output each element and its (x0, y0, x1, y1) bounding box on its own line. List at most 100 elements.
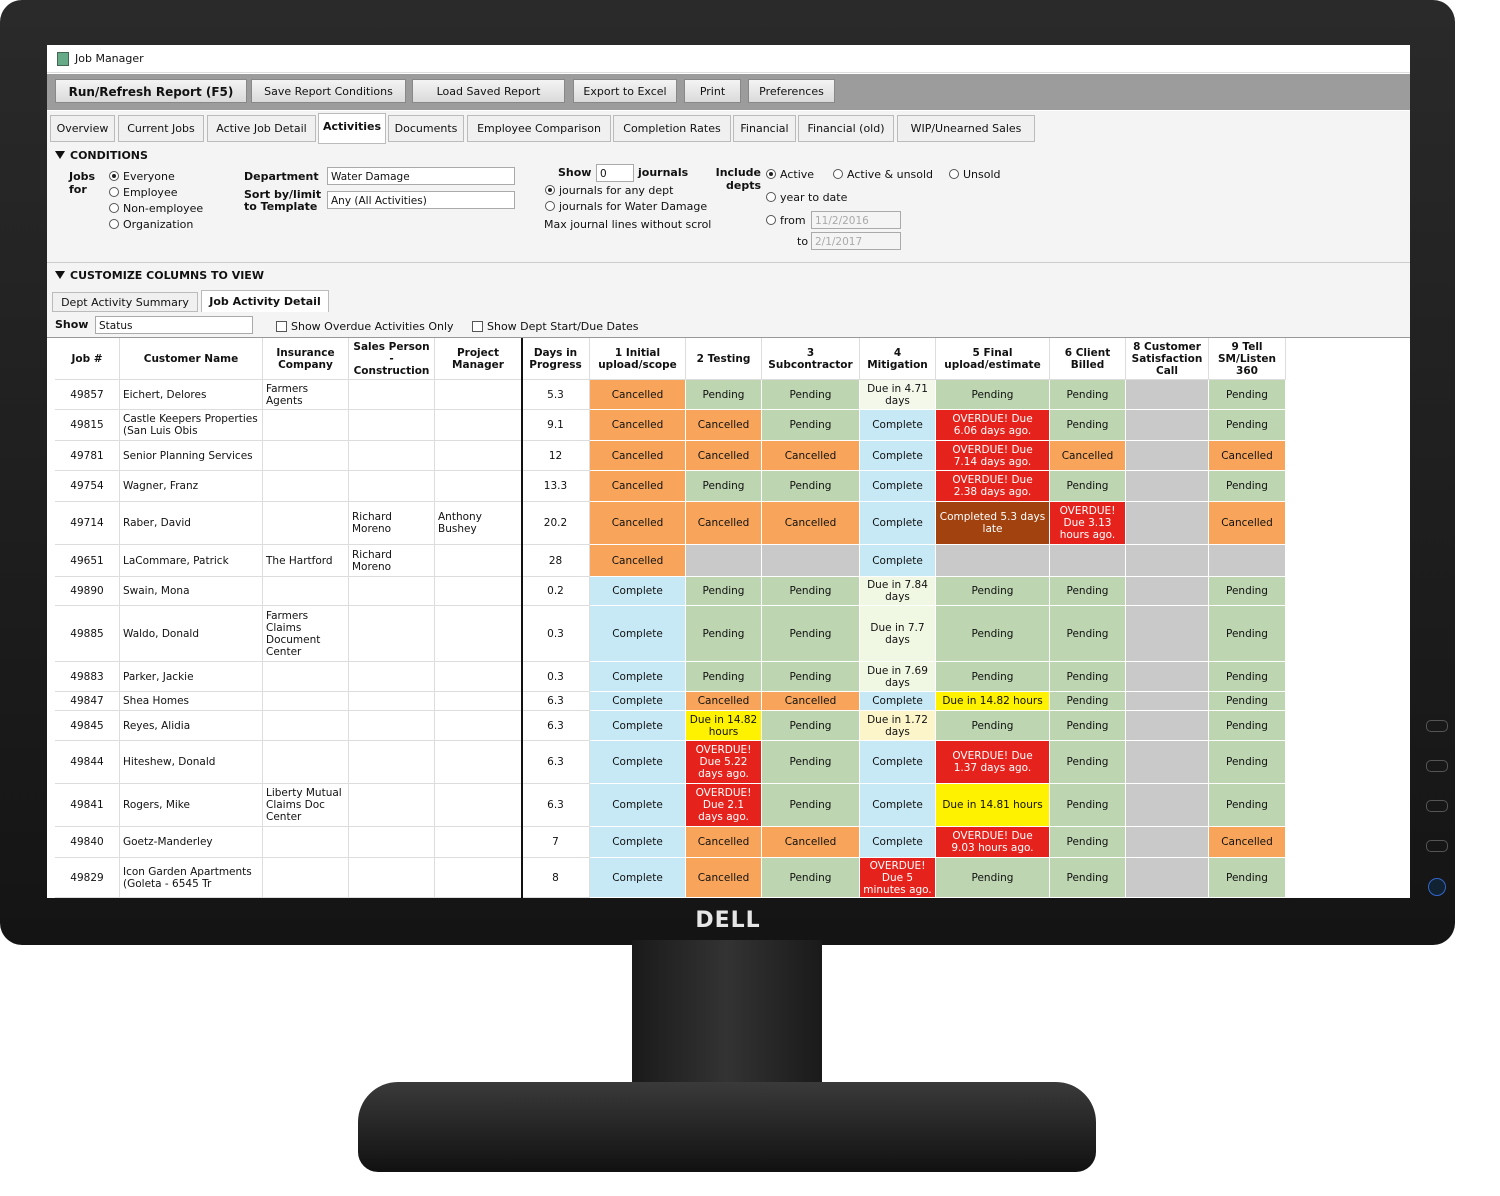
status-cell: Due in 4.71 days (860, 380, 936, 410)
dropdown[interactable]: Status (95, 316, 253, 334)
status-cell: OVERDUE! Due 2.38 days ago. (936, 471, 1050, 502)
status-cell: Pending (1209, 662, 1286, 692)
radio[interactable] (545, 185, 555, 195)
status-cell: OVERDUE! Due 2.1 days ago. (686, 784, 762, 827)
table-cell: 49847 (55, 692, 120, 711)
radio[interactable] (109, 171, 119, 181)
status-cell: OVERDUE! Due 6.06 days ago. (936, 410, 1050, 441)
column-header: Days in Progress (522, 338, 590, 380)
status-cell: Cancelled (590, 545, 686, 577)
status-cell: Pending (686, 380, 762, 410)
table-cell: 28 (522, 545, 590, 577)
toolbar-button[interactable]: Print (684, 79, 741, 103)
table-cell: Farmers Agents (263, 380, 349, 410)
status-cell (936, 545, 1050, 577)
table-cell: 13.3 (522, 471, 590, 502)
date-input[interactable]: 2/1/2017 (811, 232, 901, 250)
label: Max journal lines without scrol (544, 218, 712, 231)
status-cell: Cancelled (686, 692, 762, 711)
radio[interactable] (109, 187, 119, 197)
table-cell (435, 827, 522, 858)
spin-box[interactable]: 0 (596, 164, 634, 182)
radio[interactable] (766, 169, 776, 179)
checkbox[interactable] (276, 321, 287, 332)
label: Include depts (715, 166, 761, 192)
radio[interactable] (766, 215, 776, 225)
tab[interactable]: Financial (733, 115, 796, 142)
toolbar-button[interactable]: Run/Refresh Report (F5) (55, 79, 247, 103)
subtab[interactable]: Dept Activity Summary (52, 292, 198, 312)
table-cell: Raber, David (120, 502, 263, 545)
toolbar-button[interactable]: Load Saved Report (412, 79, 565, 103)
status-cell: Pending (762, 711, 860, 741)
dropdown[interactable]: Any (All Activities) (327, 191, 515, 209)
status-cell: Pending (1209, 741, 1286, 784)
tab[interactable]: WIP/Unearned Sales (897, 115, 1035, 142)
checkbox[interactable] (472, 321, 483, 332)
column-header: Sales Person - Construction (349, 338, 435, 380)
date-input[interactable]: 11/2/2016 (811, 211, 901, 229)
status-cell: Pending (762, 606, 860, 662)
radio-label: journals for any dept (559, 184, 674, 197)
monitor-base (358, 1082, 1096, 1172)
tab[interactable]: Financial (old) (798, 115, 894, 142)
label: to (797, 235, 809, 248)
table-cell: Wagner, Franz (120, 471, 263, 502)
status-cell: Complete (860, 692, 936, 711)
status-cell (1126, 784, 1209, 827)
radio[interactable] (833, 169, 843, 179)
status-cell: Completed 5.3 days late (936, 502, 1050, 545)
table-cell: Liberty Mutual Claims Doc Center (263, 784, 349, 827)
status-cell: Complete (590, 827, 686, 858)
label: Show (55, 318, 89, 331)
table-cell: 7 (522, 827, 590, 858)
hardware-button (1426, 760, 1448, 772)
tab[interactable]: Employee Comparison (467, 115, 611, 142)
table-cell (263, 577, 349, 606)
radio[interactable] (545, 201, 555, 211)
table-cell: LaCommare, Patrick (120, 545, 263, 577)
toolbar-button[interactable]: Export to Excel (573, 79, 677, 103)
divider (47, 337, 1410, 338)
table-cell: Hiteshew, Donald (120, 741, 263, 784)
collapse-arrow[interactable] (55, 271, 65, 279)
tab[interactable]: Completion Rates (613, 115, 731, 142)
table-cell (263, 441, 349, 471)
status-cell: Complete (590, 606, 686, 662)
table-cell: 49857 (55, 380, 120, 410)
status-cell: Pending (1209, 784, 1286, 827)
status-cell (1050, 545, 1126, 577)
status-cell (1126, 441, 1209, 471)
radio[interactable] (109, 219, 119, 229)
subtab-active[interactable]: Job Activity Detail (201, 290, 329, 312)
tab[interactable]: Current Jobs (118, 115, 204, 142)
table-cell (349, 471, 435, 502)
table-cell (263, 502, 349, 545)
status-cell: Due in 14.81 hours (936, 784, 1050, 827)
radio[interactable] (109, 203, 119, 213)
status-cell: Pending (1050, 410, 1126, 441)
status-cell: Pending (762, 858, 860, 898)
tab-active[interactable]: Activities (318, 113, 386, 144)
status-cell: Pending (1050, 380, 1126, 410)
status-cell: Pending (762, 662, 860, 692)
title-bar: Job Manager (47, 45, 1410, 73)
dropdown[interactable]: Water Damage (327, 167, 515, 185)
status-cell: Pending (762, 471, 860, 502)
table-cell: 20.2 (522, 502, 590, 545)
collapse-arrow[interactable] (55, 151, 65, 159)
status-cell: Pending (1209, 577, 1286, 606)
status-cell (1126, 827, 1209, 858)
table-cell: Anthony Bushey (435, 502, 522, 545)
radio[interactable] (766, 192, 776, 202)
tab[interactable]: Overview (50, 115, 115, 142)
radio[interactable] (949, 169, 959, 179)
status-cell: OVERDUE! Due 5.22 days ago. (686, 741, 762, 784)
column-header: 5 Final upload/estimate (936, 338, 1050, 380)
radio-label: Employee (123, 186, 178, 199)
tab[interactable]: Documents (388, 115, 464, 142)
table-cell: 49840 (55, 827, 120, 858)
toolbar-button[interactable]: Preferences (748, 79, 835, 103)
toolbar-button[interactable]: Save Report Conditions (251, 79, 406, 103)
tab[interactable]: Active Job Detail (207, 115, 316, 142)
